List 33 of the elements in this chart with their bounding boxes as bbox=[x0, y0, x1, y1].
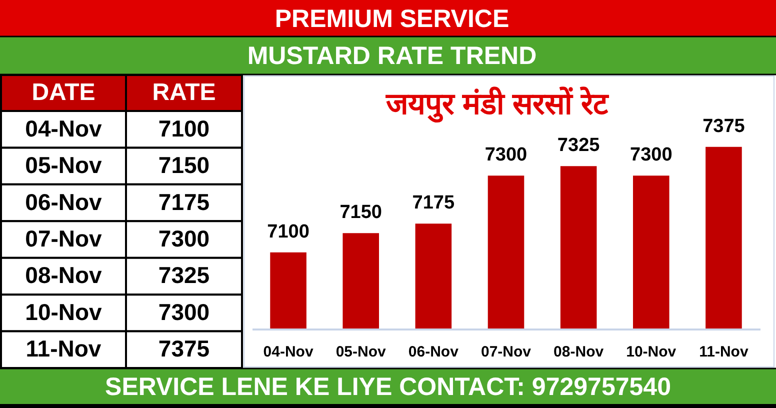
data-label: 7300 bbox=[158, 226, 210, 252]
category-label: 06-Nov bbox=[25, 188, 102, 215]
x-tick-label: 05-Nov bbox=[336, 344, 387, 360]
data-label: 7175 bbox=[158, 188, 210, 215]
x-tick-label: 06-Nov bbox=[408, 344, 460, 360]
data-label: 7150 bbox=[340, 202, 382, 224]
text: RATE bbox=[152, 79, 216, 106]
category-label: 07-Nov bbox=[25, 226, 102, 252]
data-label: 7100 bbox=[267, 221, 310, 242]
data-label: 7300 bbox=[630, 144, 672, 166]
x-tick-label: 11-Nov bbox=[699, 344, 749, 360]
x-tick-label: 04-Nov bbox=[263, 344, 314, 360]
category-label: 10-Nov bbox=[25, 298, 102, 325]
data-label: 7325 bbox=[158, 262, 210, 288]
chart-title: MUSTARD RATE TREND bbox=[247, 42, 537, 70]
data-label: 7375 bbox=[702, 116, 746, 137]
data-label: 7175 bbox=[412, 192, 455, 214]
text: DATE bbox=[32, 79, 96, 106]
x-tick-label: 07-Nov bbox=[480, 344, 532, 360]
data-label: 7300 bbox=[158, 298, 210, 325]
data-label: 7325 bbox=[557, 135, 600, 156]
category-label: 05-Nov bbox=[25, 152, 102, 178]
data-label: 7375 bbox=[158, 336, 210, 362]
category-label: 04-Nov bbox=[25, 115, 102, 142]
chart-subtitle: जयपुर मंडी सरसों रेट bbox=[384, 86, 610, 123]
data-label: 7150 bbox=[158, 152, 210, 178]
x-tick-label: 10-Nov bbox=[626, 344, 677, 360]
text: SERVICE LENE KE LIYE CONTACT: 9729757540 bbox=[105, 373, 671, 401]
data-label: 7100 bbox=[158, 115, 210, 142]
data-label: 7300 bbox=[484, 144, 528, 166]
category-label: 08-Nov bbox=[25, 262, 102, 288]
x-tick-label: 08-Nov bbox=[554, 344, 604, 360]
text: PREMIUM SERVICE bbox=[274, 5, 510, 33]
